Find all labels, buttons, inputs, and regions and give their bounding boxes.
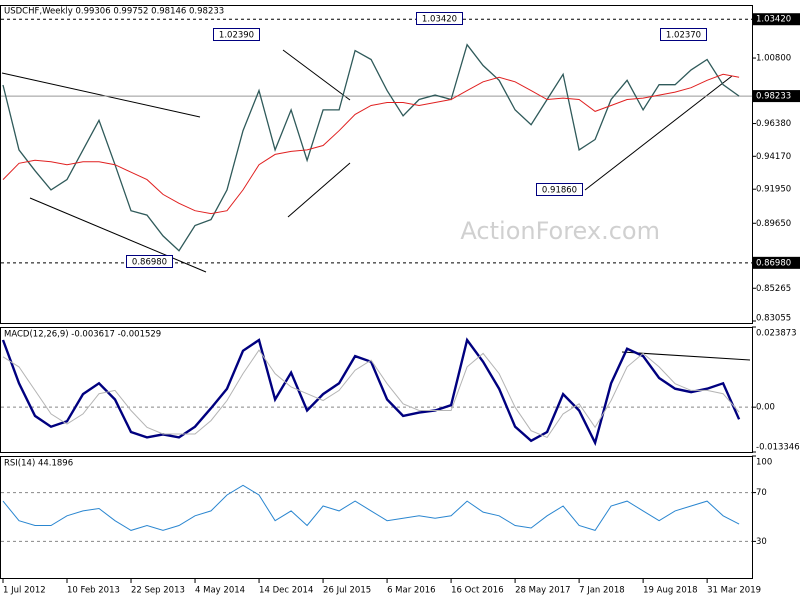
y-tick-label: 0.83055 bbox=[756, 314, 791, 324]
trend-line bbox=[287, 162, 351, 218]
y-tick-label: 0.023873 bbox=[756, 329, 797, 339]
y-tick-label: 0.96380 bbox=[756, 119, 791, 129]
annotation: 1.02390 bbox=[219, 31, 254, 41]
series-line bbox=[2, 73, 740, 215]
series-line bbox=[2, 349, 740, 439]
series-line bbox=[2, 43, 740, 252]
annotation: 0.86980 bbox=[132, 258, 167, 268]
trend-line bbox=[282, 49, 351, 101]
annotation-box bbox=[416, 12, 463, 25]
x-tick-label: 28 May 2017 bbox=[515, 586, 570, 596]
level-label-box bbox=[753, 256, 800, 269]
x-tick-label: 14 Dec 2014 bbox=[259, 586, 313, 596]
chart-title: USDCHF,Weekly 0.99306 0.99752 0.98146 0.… bbox=[4, 7, 224, 17]
y-tick-label: 0.94170 bbox=[756, 152, 791, 162]
x-tick-label: 10 Feb 2013 bbox=[67, 586, 120, 596]
panel-title: RSI(14) 44.1896 bbox=[4, 459, 73, 469]
level-label: 1.03420 bbox=[756, 15, 791, 25]
annotation: 1.03420 bbox=[422, 15, 457, 25]
y-tick-label: 70 bbox=[756, 488, 767, 498]
x-tick-label: 1 Jul 2012 bbox=[3, 586, 46, 596]
watermark: ActionForex.com bbox=[460, 217, 660, 245]
x-tick-label: 19 Aug 2018 bbox=[643, 586, 697, 596]
y-tick-label: 0.89650 bbox=[756, 219, 791, 229]
level-label: 0.98233 bbox=[756, 92, 791, 102]
series-line bbox=[2, 484, 740, 531]
y-tick-label: 0.85265 bbox=[756, 284, 791, 294]
level-label-box bbox=[753, 90, 800, 103]
annotation: 0.91860 bbox=[542, 186, 577, 196]
rsi-panel bbox=[0, 456, 753, 579]
annotation-box bbox=[536, 183, 583, 196]
y-tick-label: 0.00 bbox=[756, 403, 775, 413]
trend-line bbox=[1, 72, 201, 118]
x-tick-label: 4 May 2014 bbox=[195, 586, 245, 596]
price-panel bbox=[0, 5, 753, 324]
annotation-box bbox=[126, 255, 173, 268]
series-line bbox=[1, 337, 741, 447]
y-tick-label: 0.91950 bbox=[756, 185, 791, 195]
x-tick-label: 7 Jan 2018 bbox=[579, 586, 625, 596]
y-tick-label: -0.013346 bbox=[756, 443, 800, 453]
y-tick-label: 30 bbox=[756, 537, 767, 547]
annotation-box bbox=[213, 28, 260, 41]
y-tick-label: 1.00800 bbox=[756, 54, 791, 64]
annotation: 1.02370 bbox=[666, 31, 701, 41]
x-tick-label: 16 Oct 2016 bbox=[451, 586, 504, 596]
x-tick-label: 26 Jul 2015 bbox=[323, 586, 371, 596]
trend-line bbox=[584, 75, 733, 191]
level-label: 0.86980 bbox=[756, 258, 791, 268]
panel-title: MACD(12,26,9) -0.003617 -0.001529 bbox=[4, 330, 161, 340]
annotation-box bbox=[660, 28, 707, 41]
x-tick-label: 31 Mar 2019 bbox=[707, 586, 761, 596]
y-tick-label: 100 bbox=[756, 458, 772, 468]
trend-line bbox=[29, 197, 207, 273]
x-tick-label: 6 Mar 2016 bbox=[387, 586, 435, 596]
macd-panel bbox=[0, 327, 753, 453]
level-label-box bbox=[753, 13, 800, 26]
x-tick-label: 22 Sep 2013 bbox=[131, 586, 185, 596]
